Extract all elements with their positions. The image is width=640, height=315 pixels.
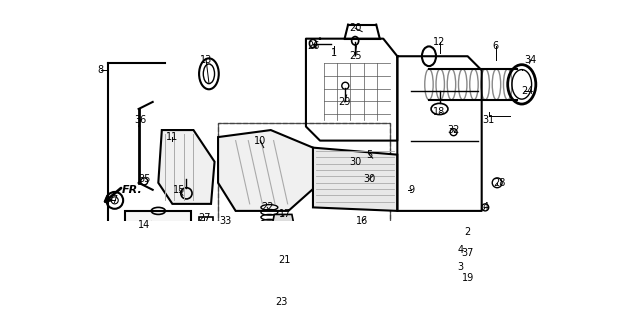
Bar <box>218 123 390 239</box>
Text: 17: 17 <box>278 209 291 220</box>
Text: 24: 24 <box>521 86 534 96</box>
Text: 13: 13 <box>200 55 212 65</box>
Text: 7: 7 <box>111 195 118 205</box>
Text: 33: 33 <box>219 216 231 226</box>
Text: 2: 2 <box>465 227 471 237</box>
Text: 20: 20 <box>349 23 362 33</box>
Text: 3: 3 <box>458 262 463 272</box>
Text: 26: 26 <box>307 41 319 51</box>
Text: 22: 22 <box>261 203 273 212</box>
Text: 27: 27 <box>198 213 211 223</box>
Text: 10: 10 <box>254 135 266 146</box>
Text: 28: 28 <box>493 178 506 188</box>
Text: 12: 12 <box>433 37 445 47</box>
Text: 34: 34 <box>525 55 537 65</box>
Text: 6: 6 <box>493 41 499 51</box>
Text: 29: 29 <box>339 97 351 107</box>
Text: 37: 37 <box>461 248 474 258</box>
Bar <box>218 123 390 239</box>
Text: 32: 32 <box>447 125 460 135</box>
Text: 9: 9 <box>408 185 415 195</box>
Text: 4: 4 <box>482 203 488 212</box>
Text: 14: 14 <box>138 220 150 230</box>
Text: 30: 30 <box>349 157 361 167</box>
Text: 30: 30 <box>363 174 375 184</box>
Text: 15: 15 <box>173 185 186 195</box>
Text: 1: 1 <box>331 48 337 58</box>
Polygon shape <box>313 148 397 211</box>
Text: 35: 35 <box>138 174 150 184</box>
Polygon shape <box>158 130 214 204</box>
Text: 5: 5 <box>366 150 372 160</box>
Polygon shape <box>271 215 296 232</box>
Text: FR.: FR. <box>122 185 143 195</box>
Text: 4: 4 <box>458 244 463 255</box>
Bar <box>125 211 191 260</box>
Text: 19: 19 <box>461 273 474 283</box>
Text: 31: 31 <box>483 115 495 124</box>
Bar <box>199 216 213 227</box>
Text: 36: 36 <box>134 115 147 124</box>
Text: 25: 25 <box>349 51 362 61</box>
Text: 23: 23 <box>275 297 287 307</box>
Text: 16: 16 <box>356 216 368 226</box>
Polygon shape <box>218 130 320 211</box>
Text: 8: 8 <box>97 65 104 75</box>
Text: 21: 21 <box>278 255 291 265</box>
Text: 11: 11 <box>166 132 179 142</box>
Text: 18: 18 <box>433 107 445 117</box>
